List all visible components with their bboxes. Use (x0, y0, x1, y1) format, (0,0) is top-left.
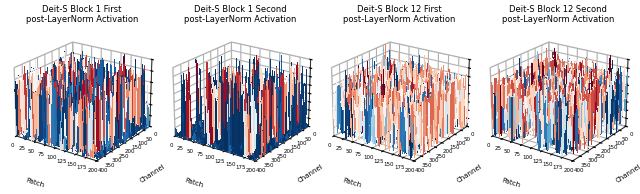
X-axis label: Patch: Patch (25, 178, 45, 189)
X-axis label: Patch: Patch (342, 178, 362, 189)
Title: Deit-S Block 1 First
post-LayerNorm Activation: Deit-S Block 1 First post-LayerNorm Acti… (26, 5, 138, 24)
Title: Deit-S Block 12 Second
post-LayerNorm Activation: Deit-S Block 12 Second post-LayerNorm Ac… (502, 5, 614, 24)
Y-axis label: Channel: Channel (139, 163, 166, 184)
Title: Deit-S Block 1 Second
post-LayerNorm Activation: Deit-S Block 1 Second post-LayerNorm Act… (184, 5, 297, 24)
Title: Deit-S Block 12 First
post-LayerNorm Activation: Deit-S Block 12 First post-LayerNorm Act… (343, 5, 456, 24)
X-axis label: Patch: Patch (184, 178, 204, 189)
Y-axis label: Channel: Channel (456, 163, 483, 184)
Y-axis label: Channel: Channel (614, 163, 640, 184)
X-axis label: Patch: Patch (501, 178, 521, 189)
Y-axis label: Channel: Channel (297, 163, 324, 184)
